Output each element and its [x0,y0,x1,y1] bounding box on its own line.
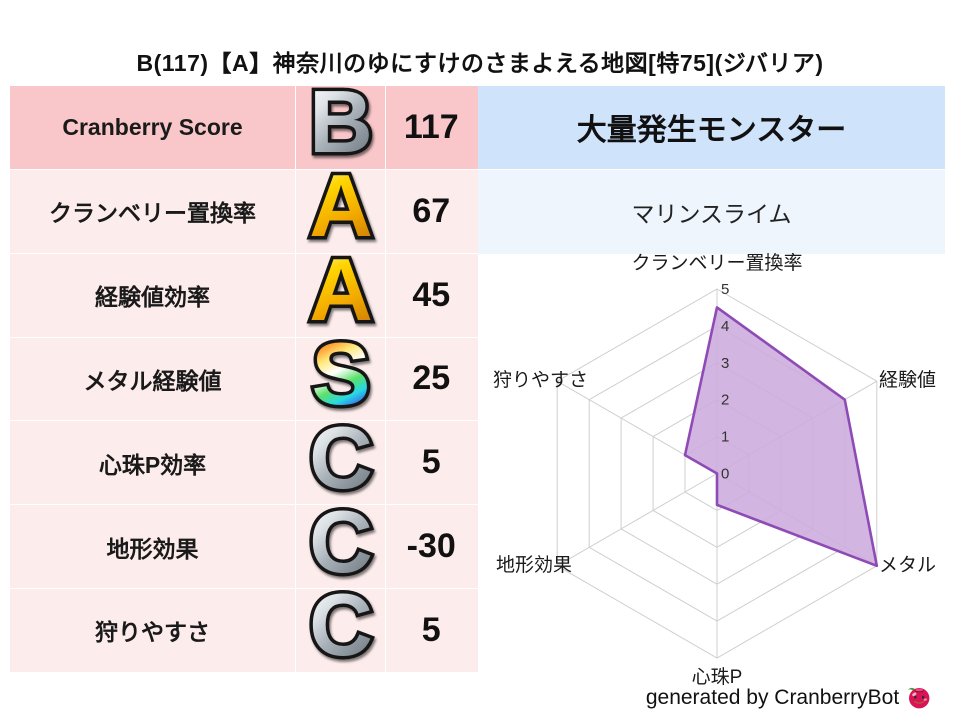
svg-text:5: 5 [721,281,729,298]
svg-text:4: 4 [721,318,729,335]
svg-text:地形効果: 地形効果 [496,554,572,576]
svg-text:3: 3 [721,355,729,372]
svg-text:メタル: メタル [879,554,936,576]
svg-text:狩りやすさ: 狩りやすさ [493,369,588,391]
svg-text:クランベリー置換率: クランベリー置換率 [631,252,802,274]
svg-text:2: 2 [721,392,729,409]
svg-text:0: 0 [721,466,729,483]
svg-text:経験値: 経験値 [879,369,936,391]
svg-text:1: 1 [721,429,729,446]
